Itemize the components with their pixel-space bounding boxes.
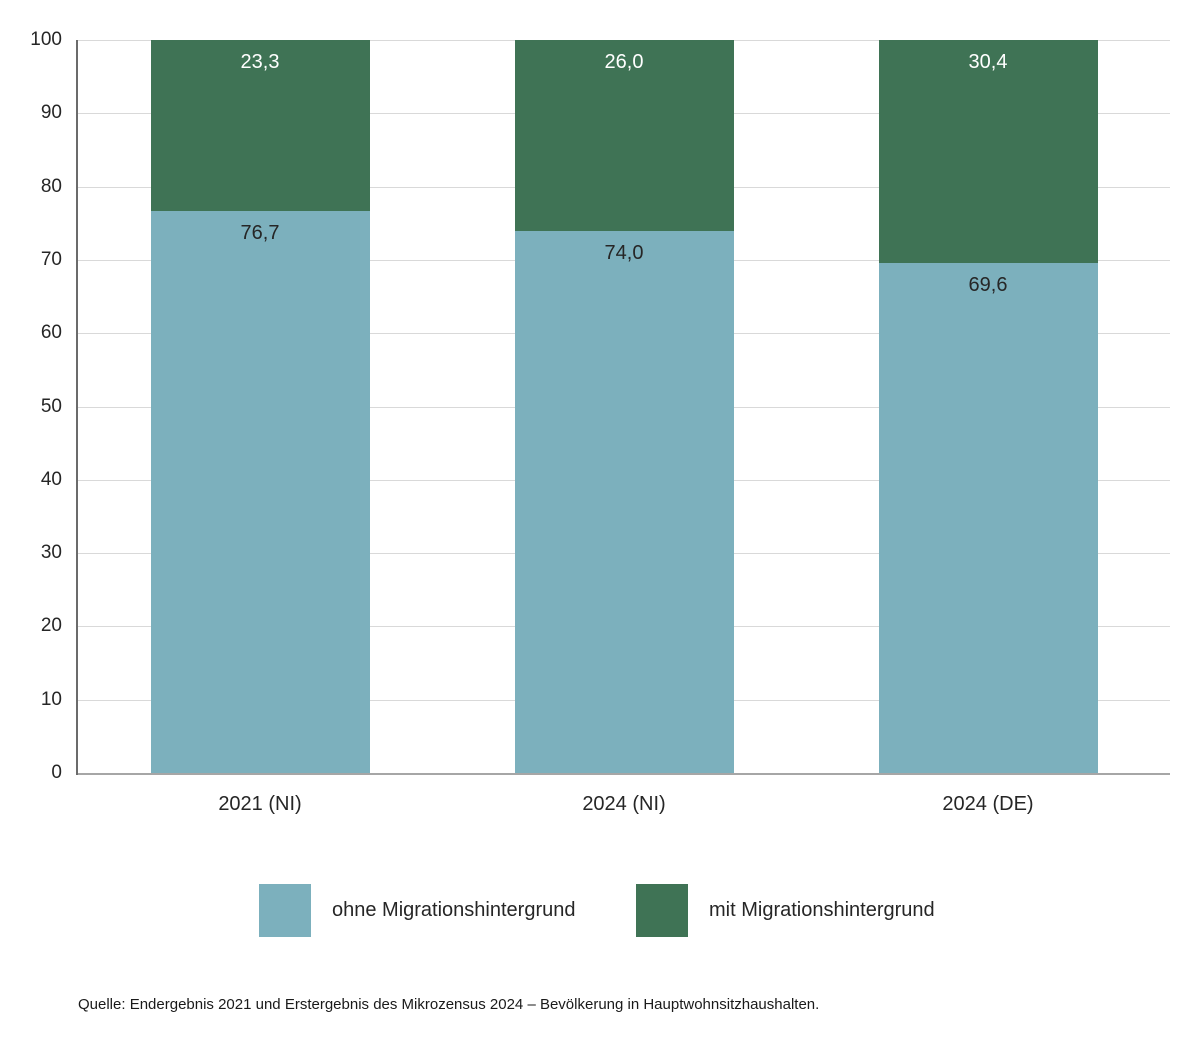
y-tick-label: 20 (40, 615, 62, 637)
bar-segment-mit (878, 40, 1098, 263)
legend-label-ohne: ohne Migrationshintergrund (332, 899, 576, 921)
y-tick-label: 40 (40, 468, 62, 490)
value-label: 23,3 (240, 51, 280, 73)
legend-swatch-ohne (259, 884, 311, 937)
value-label: 76,7 (240, 221, 280, 244)
x-axis-line (76, 773, 1170, 775)
bar-segment-mit (150, 40, 370, 211)
bar-segment-ohne (878, 262, 1098, 773)
y-tick-label: 90 (40, 102, 62, 124)
x-category-label: 2021 (NI) (218, 793, 302, 815)
source-note: Quelle: Endergebnis 2021 und Erstergebni… (78, 996, 820, 1013)
y-tick-label: 60 (40, 322, 62, 344)
value-label: 30,4 (968, 51, 1008, 73)
value-label: 74,0 (604, 241, 644, 264)
y-tick-label: 100 (30, 29, 62, 50)
y-tick-label: 50 (40, 395, 62, 417)
x-category-label: 2024 (NI) (582, 793, 666, 815)
y-tick-label: 80 (40, 175, 62, 197)
x-category-label: 2024 (DE) (942, 793, 1034, 815)
bar-segment-ohne (514, 230, 734, 773)
legend-swatch-mit (636, 884, 688, 937)
bar-segment-mit (514, 40, 734, 231)
y-tick-label: 30 (40, 542, 62, 564)
bar-segment-ohne (150, 210, 370, 773)
value-label: 69,6 (968, 273, 1008, 296)
y-axis-line (76, 40, 78, 775)
y-tick-label: 0 (51, 762, 62, 783)
value-label: 26,0 (604, 51, 644, 73)
legend-label-mit: mit Migrationshintergrund (709, 899, 935, 921)
y-tick-label: 70 (40, 248, 62, 270)
y-tick-label: 10 (40, 688, 62, 710)
